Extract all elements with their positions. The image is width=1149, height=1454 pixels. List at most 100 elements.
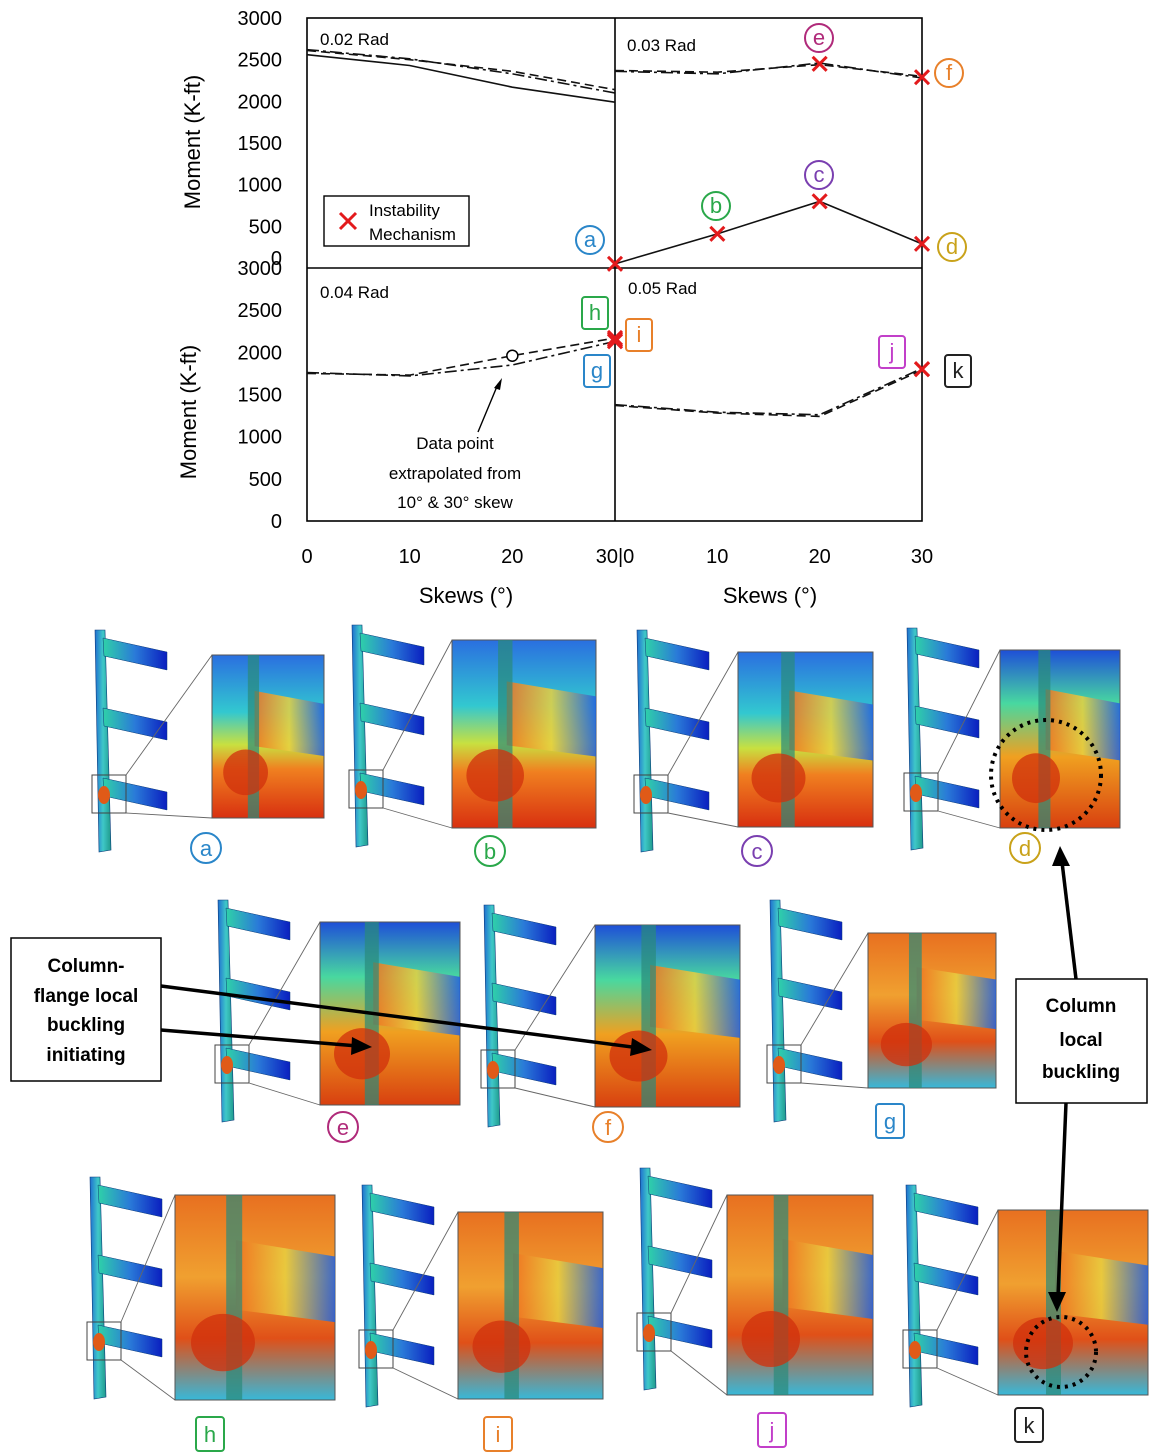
beam-model (644, 707, 710, 741)
panel-title: 0.05 Rad (628, 279, 697, 298)
x-tick-label: 10 (706, 546, 728, 568)
zoom-connector (125, 812, 213, 819)
figure-label-box (483, 1416, 513, 1452)
column-model (905, 1184, 923, 1408)
zoom-connector (248, 921, 321, 1046)
column-buckling-highlight-d (989, 718, 1103, 832)
badge-letter: d (946, 234, 958, 259)
zoom-source-box (633, 774, 669, 814)
marker-label-badge: g (583, 354, 611, 388)
callout-arrowhead (1048, 1292, 1066, 1312)
marker-x-stroke (709, 225, 726, 242)
joint-hotspot (365, 1341, 377, 1359)
joint-hotspot (643, 1324, 655, 1342)
callout-text: flange local (34, 986, 139, 1007)
beam-model (359, 702, 425, 736)
figure-label-circle (741, 835, 773, 867)
fea-contour-figures: a b c d e f g h i j k Column-flange local buckling in… (10, 624, 1149, 1452)
beam-model (644, 777, 710, 811)
series-line (306, 337, 616, 376)
moment-skew-chart: 0050050010001000150015002000200025002500… (176, 8, 972, 608)
y-tick-label-top: 2000 (238, 91, 283, 113)
badge-letter: k (953, 358, 965, 383)
column-buckling-highlight-k (1024, 1315, 1098, 1389)
y-tick-label-top: 1500 (238, 133, 283, 155)
beam-model (913, 1262, 979, 1296)
figure-label-circle (190, 832, 222, 864)
x-tick-label: 30|0 (596, 546, 635, 568)
zoom-connector (800, 1082, 869, 1089)
beam-model (97, 1184, 163, 1218)
legend-label: Instability (369, 201, 440, 220)
badge-circle (934, 58, 964, 88)
series-line (614, 367, 923, 416)
beam-model (97, 1254, 163, 1288)
fea-thumbnail: j (636, 1167, 874, 1448)
badge-letter: f (946, 60, 953, 85)
marker-label-badge: k (944, 354, 972, 388)
callout-arrow-line (1060, 861, 1078, 980)
badge-circle (701, 191, 731, 221)
zoom-source-box (214, 1044, 250, 1084)
column-model (483, 904, 501, 1128)
marker-label-badge: i (625, 318, 653, 352)
joint-hotspot (98, 786, 110, 804)
callout-column-flange: Column-flange local buckling initiating (10, 937, 652, 1082)
fea-thumbnail: h (86, 1176, 336, 1452)
instability-marker (606, 255, 624, 272)
marker-label-badge: j (878, 335, 906, 369)
joint-hotspot (93, 1333, 105, 1351)
badge-box (944, 354, 972, 388)
y-tick-label-top: 500 (249, 216, 282, 238)
fea-thumbnail: b (348, 624, 597, 867)
instability-marker (811, 193, 828, 210)
column-model (361, 1184, 379, 1408)
annotation-leader (477, 383, 499, 433)
beam-model (913, 1192, 979, 1226)
badge-box (583, 354, 611, 388)
zoom-buckle-region (223, 749, 268, 796)
zoom-beam (1055, 1250, 1148, 1325)
zoom-source-box (766, 1044, 802, 1084)
column-model (769, 899, 787, 1123)
marker-x-stroke (913, 235, 931, 252)
y-tick-label-top: 2500 (238, 50, 283, 72)
zoom-beam (789, 690, 873, 761)
fea-thumbnail: e (214, 899, 461, 1143)
beam-model (102, 777, 168, 811)
fea-thumbnail: k (902, 1184, 1149, 1443)
zoom-connector (382, 639, 453, 771)
callout-column-local: Column local buckling (1015, 846, 1148, 1312)
instability-marker (606, 331, 624, 348)
series-line (614, 200, 923, 265)
badge-letter: a (584, 227, 597, 252)
badge-box (878, 335, 906, 369)
joint-hotspot (221, 1056, 233, 1074)
annotation-text: extrapolated from (389, 464, 521, 483)
instability-marker (709, 225, 726, 242)
y-axis-label-top: Moment (K-ft) (180, 75, 205, 209)
zoom-buckle-region (880, 1022, 933, 1067)
y-tick-label-top: 3000 (238, 8, 283, 30)
beam-model (777, 907, 843, 941)
figure-label-circle (474, 835, 506, 867)
series-line (614, 62, 923, 79)
fea-thumbnail: f (480, 904, 741, 1143)
badge-letter: g (591, 358, 603, 383)
badge-circle (575, 225, 605, 255)
joint-hotspot (773, 1056, 785, 1074)
legend-label: Mechanism (369, 225, 456, 244)
zoom-connector (670, 1194, 728, 1314)
panel-title: 0.04 Rad (320, 283, 389, 302)
beam-model (491, 982, 557, 1016)
panel-title: 0.03 Rad (627, 36, 696, 55)
legend: Instability Mechanism (323, 195, 470, 247)
zoom-connector (937, 810, 1001, 829)
annotation-text: 10° & 30° skew (397, 493, 513, 512)
series-line (306, 48, 616, 94)
marker-label-badge: b (701, 191, 731, 221)
column-model (906, 627, 924, 851)
zoom-beam (1045, 689, 1120, 761)
zoom-connector (800, 932, 869, 1046)
figure-label-circle (327, 1111, 359, 1143)
